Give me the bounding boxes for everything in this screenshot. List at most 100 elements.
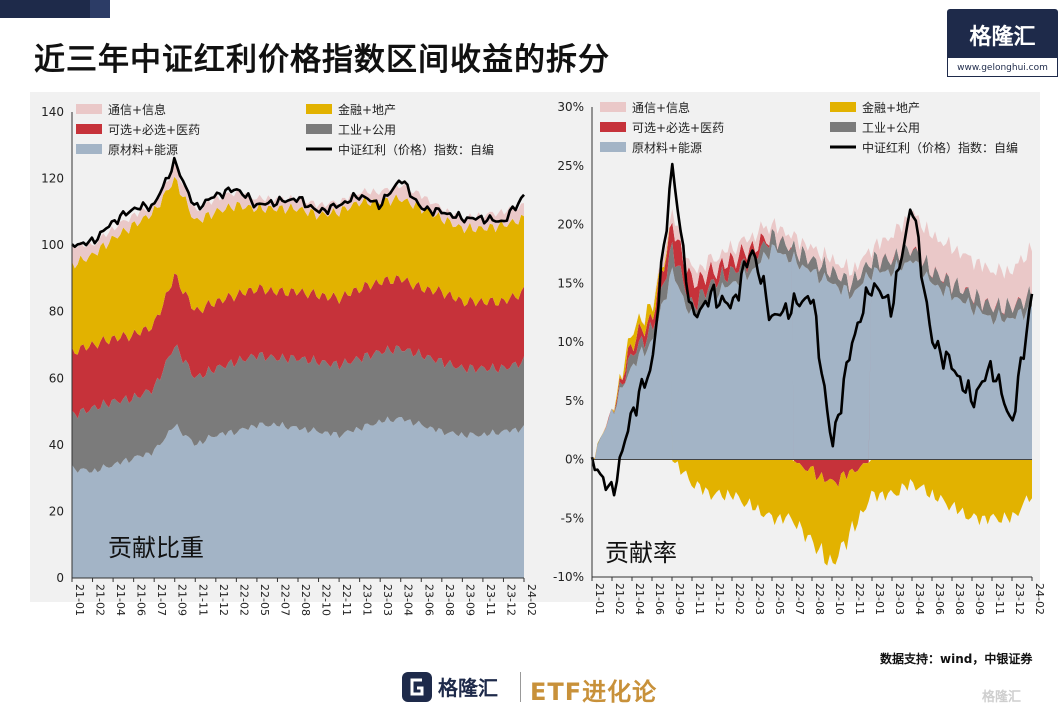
x-tick-label: 21-07 [155, 584, 168, 616]
x-tick-label: 21-09 [176, 584, 189, 616]
y-tick-label: -5% [561, 511, 584, 525]
x-tick-label: 23-08 [443, 584, 456, 616]
legend-swatch-consumer-pharma [600, 122, 626, 132]
x-tick-label: 21-12 [217, 584, 230, 616]
area-finance-realestate [72, 176, 524, 355]
bottom-divider [520, 672, 521, 702]
x-tick-label: 24-02 [1033, 583, 1046, 615]
x-tick-label: 22-03 [753, 583, 766, 615]
legend-label-dividend-index: 中证红利（价格）指数：自编 [338, 142, 494, 157]
legend-label-materials-energy: 原材料+能源 [632, 141, 702, 155]
x-tick-label: 22-10 [833, 583, 846, 615]
line-dividend-index [590, 162, 1034, 497]
area-consumer-pharma [72, 273, 524, 419]
bottom-logo-mark: 格隆汇 [402, 672, 498, 702]
legend-label-consumer-pharma: 可选+必选+医药 [632, 121, 724, 135]
x-tick-label: 22-02 [733, 583, 746, 615]
x-tick-label: 21-02 [94, 584, 107, 616]
bottom-logo-text: 格隆汇 [438, 676, 498, 700]
line-dividend-index [71, 156, 525, 249]
logo-url: www.gelonghui.com [947, 57, 1058, 77]
x-tick-label: 22-02 [237, 584, 250, 616]
x-tick-label: 23-01 [361, 584, 374, 616]
chart-inner-title: 贡献率 [605, 539, 677, 567]
top-decor-bar-accent [90, 0, 110, 18]
x-tick-label: 22-07 [793, 583, 806, 615]
data-source: 数据支持：wind，中银证券 [880, 652, 1033, 666]
x-tick-label: 23-04 [402, 584, 415, 616]
logo-g-icon [410, 678, 424, 696]
x-tick-label: 23-01 [873, 583, 886, 615]
legend-swatch-telecom-info [600, 102, 626, 112]
x-tick-label: 23-06 [933, 583, 946, 615]
x-tick-label: 22-08 [813, 583, 826, 615]
x-tick-label: 22-05 [258, 584, 271, 616]
y-tick-label: 120 [41, 172, 64, 186]
x-tick-label: 21-12 [713, 583, 726, 615]
x-tick-label: 22-11 [340, 584, 353, 616]
y-tick-label: 80 [49, 305, 64, 319]
x-tick-label: 21-04 [114, 584, 127, 616]
chart-inner-title: 贡献比重 [108, 534, 204, 562]
x-tick-label: 22-07 [278, 584, 291, 616]
y-tick-label: -10% [553, 570, 584, 584]
y-tick-label: 0 [56, 571, 64, 585]
page-title: 近三年中证红利价格指数区间收益的拆分 [34, 42, 610, 78]
legend-swatch-finance-realestate [830, 102, 856, 112]
area-industry-utility [72, 344, 524, 473]
y-tick-label: 15% [557, 276, 584, 290]
legend-label-telecom-info: 通信+信息 [632, 100, 690, 115]
x-tick-label: 21-04 [633, 583, 646, 615]
area-materials-energy [592, 244, 1032, 460]
x-tick-label: 21-09 [673, 583, 686, 615]
legend-label-industry-utility: 工业+公用 [862, 121, 920, 135]
left-chart: 0 20 40 60 80 100 120 140 21-01 21-02 21-04 21-06 21… [41, 102, 538, 616]
x-tick-label: 22-11 [853, 583, 866, 615]
legend-label-consumer-pharma: 可选+必选+医药 [108, 123, 200, 137]
corner-watermark: 格隆汇 [982, 690, 1022, 705]
y-tick-label: 30% [557, 100, 584, 114]
x-tick-label: 23-09 [463, 584, 476, 616]
top-decor-bar [0, 0, 90, 18]
y-tick-label: 40 [49, 438, 64, 452]
x-tick-label: 21-01 [593, 583, 606, 615]
x-tick-label: 21-02 [613, 583, 626, 615]
legend-swatch-materials-energy [600, 142, 626, 152]
x-tick-label: 22-05 [773, 583, 786, 615]
legend-label-finance-realestate: 金融+地产 [862, 100, 920, 115]
legend-swatch-industry-utility [306, 124, 332, 134]
legend-swatch-consumer-pharma [76, 124, 102, 134]
y-tick-label: 60 [49, 371, 64, 385]
legend-label-finance-realestate: 金融+地产 [338, 102, 396, 117]
right-chart: -10% -5% 0% 5% 10% 15% 20% 25% 30% 21-01 21-02 21-0… [553, 100, 1046, 615]
etf-evolution-label: ETF进化论 [530, 678, 658, 706]
area-materials-energy [72, 416, 524, 578]
y-tick-label: 10% [557, 335, 584, 349]
y-tick-label: 25% [557, 159, 584, 173]
x-tick-label: 23-06 [422, 584, 435, 616]
area-telecom-info [72, 163, 524, 269]
legend-label-materials-energy: 原材料+能源 [108, 143, 178, 157]
x-tick-label: 23-03 [381, 584, 394, 616]
y-tick-label: 100 [41, 238, 64, 252]
x-tick-label: 21-11 [693, 583, 706, 615]
x-tick-label: 23-08 [953, 583, 966, 615]
legend-swatch-materials-energy [76, 144, 102, 154]
brand-logo: 格隆汇 www.gelonghui.com [947, 9, 1058, 77]
x-tick-label: 21-06 [135, 584, 148, 616]
y-tick-label: 0% [565, 453, 584, 467]
area-finance-realestate [592, 225, 1032, 566]
x-tick-label: 24-02 [525, 584, 538, 616]
y-tick-label: 140 [41, 105, 64, 119]
x-tick-label: 23-09 [973, 583, 986, 615]
x-tick-label: 23-11 [993, 583, 1006, 615]
area-consumer-pharma [592, 222, 1032, 487]
area-telecom-info [592, 208, 1032, 460]
x-tick-label: 23-04 [913, 583, 926, 615]
x-tick-label: 22-08 [299, 584, 312, 616]
y-tick-label: 20% [557, 218, 584, 232]
x-tick-label: 23-11 [484, 584, 497, 616]
legend-swatch-finance-realestate [306, 104, 332, 114]
legend-label-telecom-info: 通信+信息 [108, 102, 166, 117]
